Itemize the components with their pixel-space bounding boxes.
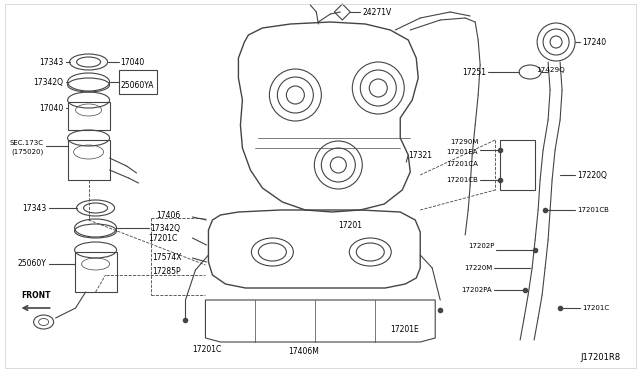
Text: 17201CA: 17201CA xyxy=(446,161,478,167)
Text: 17201C: 17201C xyxy=(148,234,178,243)
Text: 17201EA: 17201EA xyxy=(447,149,478,155)
Text: J17201R8: J17201R8 xyxy=(580,353,620,362)
Text: 17342Q: 17342Q xyxy=(150,224,180,232)
Text: 17321: 17321 xyxy=(408,151,432,160)
Text: 17040: 17040 xyxy=(120,58,145,67)
Text: 17290M: 17290M xyxy=(450,139,478,145)
Text: 17202PA: 17202PA xyxy=(461,287,492,293)
Text: 17406M: 17406M xyxy=(289,347,319,356)
Text: 24271V: 24271V xyxy=(362,7,392,16)
Text: 17201CB: 17201CB xyxy=(446,177,478,183)
Text: 17201CB: 17201CB xyxy=(577,207,609,213)
Text: 17285P: 17285P xyxy=(152,267,181,276)
Text: FRONT: FRONT xyxy=(21,292,51,301)
Text: SEC.173C: SEC.173C xyxy=(10,140,44,146)
Text: 17202P: 17202P xyxy=(468,243,494,249)
Text: 17406: 17406 xyxy=(157,211,180,219)
Text: (175020): (175020) xyxy=(12,149,44,155)
Text: 17220Q: 17220Q xyxy=(577,170,607,180)
Text: 17574X: 17574X xyxy=(152,253,182,263)
Text: 25060Y: 25060Y xyxy=(18,260,47,269)
Text: 17342Q: 17342Q xyxy=(34,77,63,87)
Text: 17201C: 17201C xyxy=(193,346,221,355)
Text: 17040: 17040 xyxy=(39,103,63,112)
Text: 17251: 17251 xyxy=(462,67,486,77)
Text: 17240: 17240 xyxy=(582,38,606,46)
Text: 17429Q: 17429Q xyxy=(536,67,565,73)
Text: 17201: 17201 xyxy=(339,221,362,230)
Text: 17201E: 17201E xyxy=(390,326,419,334)
Text: 25060YA: 25060YA xyxy=(120,80,154,90)
Text: 17220M: 17220M xyxy=(464,265,492,271)
Text: 17201C: 17201C xyxy=(582,305,609,311)
Text: 17343: 17343 xyxy=(39,58,63,67)
Text: 17343: 17343 xyxy=(22,203,47,212)
